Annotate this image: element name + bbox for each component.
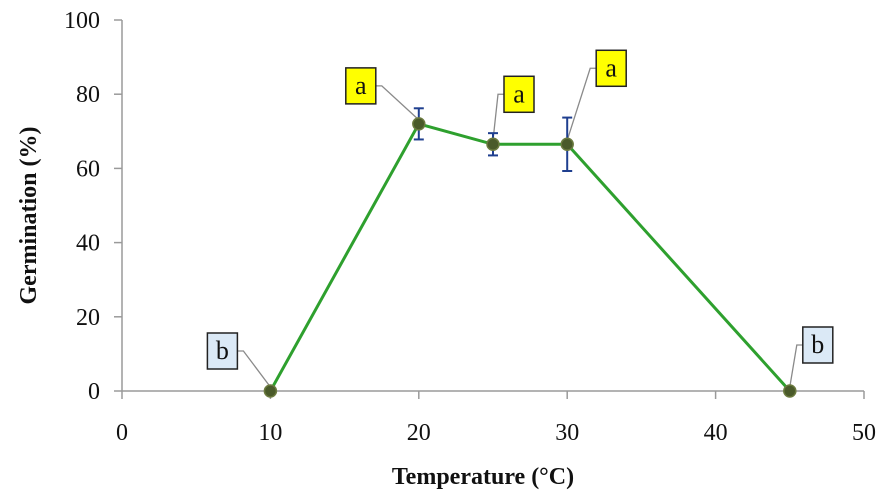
data-points (263, 117, 797, 398)
annotation-leader (566, 67, 597, 141)
annotation-text: b (216, 336, 229, 365)
x-tick-label: 10 (258, 420, 282, 446)
annotation-a: a (345, 67, 377, 105)
plot-area: 0 20 40 60 80 100 0 10 20 30 40 50 b a a a b (64, 8, 876, 446)
x-tick-label: 40 (704, 420, 728, 446)
y-tick-label: 80 (76, 82, 100, 108)
data-point (783, 384, 797, 398)
y-axis-title: Germination (%) (16, 127, 42, 305)
x-tick-label: 20 (407, 420, 431, 446)
annotation-labels: b a a a b (206, 49, 834, 370)
y-tick-label: 0 (88, 379, 100, 405)
x-axis-title: Temperature (°C) (392, 464, 574, 490)
annotation-box (503, 75, 535, 114)
data-point (560, 137, 574, 152)
x-tick-label: 0 (116, 420, 128, 446)
data-point (486, 137, 500, 152)
annotation-text: a (605, 53, 617, 82)
annotation-text: a (513, 79, 525, 108)
annotation-leader (375, 85, 420, 121)
data-point (263, 384, 278, 398)
annotation-box (206, 332, 239, 370)
x-axis-ticks: 0 10 20 30 40 50 (116, 391, 876, 446)
y-tick-label: 100 (64, 8, 100, 34)
annotation-b: b (802, 326, 834, 364)
annotation-leader (789, 344, 803, 388)
x-tick-label: 30 (555, 420, 579, 446)
annotation-box (595, 49, 627, 88)
y-tick-label: 40 (76, 231, 100, 257)
annotation-a: a (595, 49, 627, 88)
annotation-leader (492, 93, 504, 141)
annotation-text: a (355, 71, 367, 100)
annotation-b: b (206, 332, 239, 370)
data-point (412, 117, 426, 131)
annotation-leader (237, 350, 271, 388)
annotation-box (802, 326, 834, 364)
series-line (269, 122, 791, 393)
y-axis-ticks: 0 20 40 60 80 100 (64, 8, 122, 405)
annotation-box (345, 67, 377, 105)
annotation-leaders (237, 67, 803, 388)
y-tick-label: 20 (76, 305, 100, 331)
annotation-text: b (811, 330, 824, 359)
annotation-a: a (503, 75, 535, 114)
y-tick-label: 60 (76, 156, 100, 182)
x-tick-label: 50 (852, 420, 876, 446)
